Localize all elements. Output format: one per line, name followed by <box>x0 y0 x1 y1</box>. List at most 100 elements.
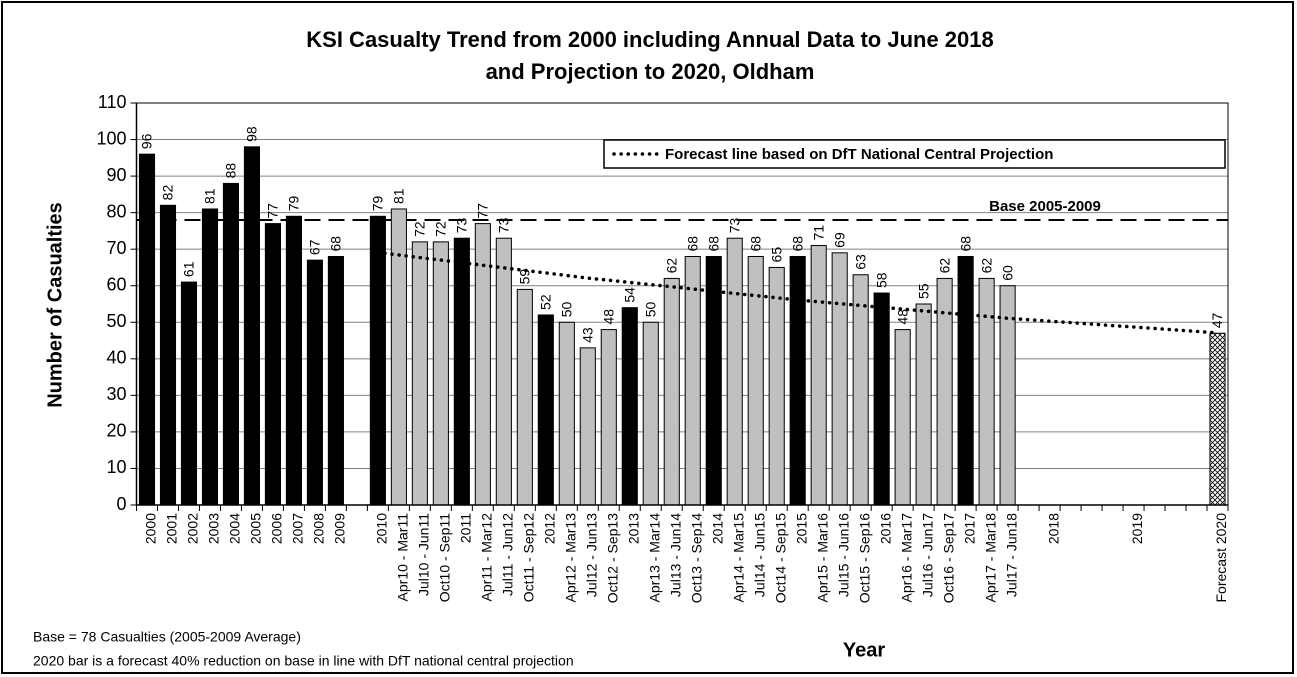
value-label: 98 <box>244 126 260 142</box>
x-tick-label: 2000 <box>143 513 159 544</box>
value-label: 72 <box>412 221 428 237</box>
x-tick-label: 2005 <box>248 513 264 544</box>
value-label: 81 <box>391 188 407 204</box>
value-label: 73 <box>496 217 512 233</box>
value-label: 77 <box>265 203 281 219</box>
x-tick-label: Jul10 - Jun11 <box>416 513 432 596</box>
y-tick-label: 20 <box>106 421 126 441</box>
x-tick-label: Apr12 - Mar13 <box>563 513 579 603</box>
x-tick-label: Oct13 - Sep14 <box>688 513 704 603</box>
x-tick-label: 2001 <box>164 513 180 544</box>
bar <box>432 241 449 506</box>
bar <box>705 255 722 506</box>
bar <box>558 321 575 506</box>
x-tick-label: 2006 <box>269 513 285 544</box>
x-tick-label: Apr13 - Mar14 <box>646 513 662 603</box>
y-tick-label: 100 <box>96 128 126 148</box>
y-tick-label: 0 <box>116 494 126 514</box>
bar <box>516 288 533 506</box>
value-label: 55 <box>915 283 931 299</box>
bar <box>495 237 512 506</box>
value-label: 68 <box>957 236 973 252</box>
value-label: 77 <box>475 203 491 219</box>
x-tick-label: 2012 <box>542 513 558 544</box>
bar <box>138 153 156 506</box>
x-tick-label: Jul11 - Jun12 <box>500 513 516 596</box>
value-label: 48 <box>600 309 616 325</box>
value-label: 54 <box>621 287 637 303</box>
bar <box>747 255 764 506</box>
bar <box>306 259 323 506</box>
note: Base = 78 Casualties (2005-2009 Average) <box>33 629 301 645</box>
value-label: 88 <box>223 163 239 179</box>
x-tick-label: 2008 <box>311 513 327 544</box>
value-label: 73 <box>726 217 742 233</box>
value-label: 81 <box>202 188 218 204</box>
value-label: 79 <box>286 196 302 212</box>
bar <box>537 314 554 506</box>
y-tick-label: 60 <box>106 274 126 294</box>
note: 2020 bar is a forecast 40% reduction on … <box>33 653 574 669</box>
x-axis-title: Year <box>843 639 885 661</box>
x-tick-label: 2004 <box>227 513 243 544</box>
value-label: 68 <box>705 236 721 252</box>
forecast-line <box>376 250 1220 335</box>
x-tick-label: Oct16 - Sep17 <box>940 513 956 603</box>
value-label: 79 <box>370 196 386 212</box>
y-tick-label: 80 <box>106 201 126 221</box>
bar <box>642 321 659 506</box>
value-label: 52 <box>538 294 554 310</box>
value-label: 82 <box>160 185 176 201</box>
x-tick-label: Jul13 - Jun14 <box>667 513 683 597</box>
bar <box>411 241 428 506</box>
value-label: 71 <box>810 225 826 241</box>
value-label: 68 <box>684 236 700 252</box>
y-tick-label: 50 <box>106 311 126 331</box>
x-tick-label: Apr14 - Mar15 <box>730 513 746 603</box>
legend-box <box>603 139 1226 169</box>
value-label: 61 <box>181 261 197 277</box>
bar <box>243 146 261 506</box>
y-tick-label: 110 <box>98 92 127 112</box>
x-tick-label: Oct11 - Sep12 <box>521 513 537 602</box>
value-label: 50 <box>559 301 575 317</box>
y-tick-label: 70 <box>106 238 126 258</box>
value-label: 68 <box>747 236 763 252</box>
bar <box>726 237 743 506</box>
value-label: 60 <box>999 265 1015 281</box>
bar <box>915 303 932 506</box>
chart-title: and Projection to 2020, Oldham <box>486 59 815 84</box>
bar <box>684 255 701 506</box>
x-tick-label: Oct10 - Sep11 <box>437 513 453 602</box>
x-tick-label: 2015 <box>793 513 809 544</box>
bar <box>579 347 596 506</box>
x-tick-label: Forecast 2020 <box>1213 513 1229 603</box>
bar <box>621 307 638 506</box>
x-tick-label: Jul16 - Jun17 <box>919 513 935 597</box>
y-axis-title: Number of Casualties <box>44 202 66 408</box>
value-label: 62 <box>978 258 994 274</box>
y-tick-label: 40 <box>106 348 126 368</box>
bar <box>1209 332 1226 506</box>
value-label: 43 <box>579 327 595 343</box>
value-label: 63 <box>852 254 868 270</box>
x-tick-label: 2014 <box>709 513 725 544</box>
bar <box>285 215 302 506</box>
x-tick-label: Apr11 - Mar12 <box>479 513 495 602</box>
x-tick-label: Jul14 - Jun15 <box>751 513 767 597</box>
x-tick-label: Apr15 - Mar16 <box>814 513 830 603</box>
x-tick-label: Apr17 - Mar18 <box>982 513 998 603</box>
bar <box>957 255 974 506</box>
value-label: 62 <box>663 258 679 274</box>
bar <box>201 208 219 506</box>
bar <box>369 215 386 506</box>
value-label: 68 <box>328 236 344 252</box>
x-tick-label: Jul12 - Jun13 <box>583 513 599 597</box>
x-tick-label: Apr16 - Mar17 <box>898 513 914 603</box>
x-tick-label: 2016 <box>877 513 893 544</box>
bar <box>894 329 911 506</box>
value-label: 68 <box>789 236 805 252</box>
value-label: 67 <box>307 239 323 255</box>
value-label: 48 <box>894 309 910 325</box>
